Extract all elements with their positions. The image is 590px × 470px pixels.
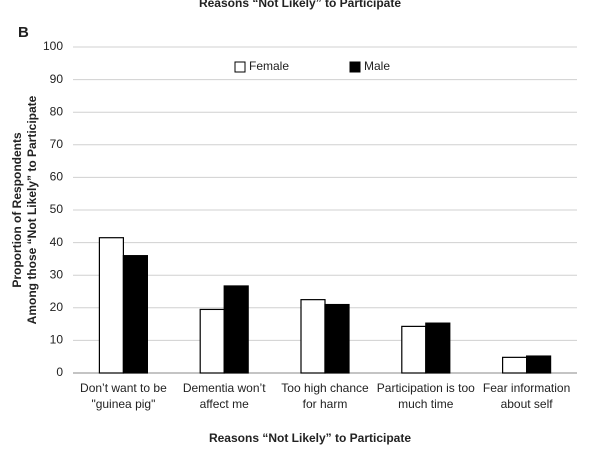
bar	[199, 308, 225, 374]
y-tick-label: 40	[50, 235, 64, 249]
y-tick-label: 90	[50, 72, 64, 86]
x-tick-label: much time	[398, 397, 454, 411]
bar	[502, 356, 528, 374]
legend-swatch	[349, 61, 361, 73]
y-tick-label: 70	[50, 137, 64, 151]
x-tick-label: Dementia won’t	[183, 381, 266, 395]
x-tick-label: Participation is too	[377, 381, 475, 395]
panel-label: B	[18, 24, 29, 41]
x-tick-label: for harm	[303, 397, 348, 411]
bar	[525, 355, 552, 374]
y-tick-label: 20	[50, 300, 64, 314]
x-tick-label: Don’t want to be	[80, 381, 167, 395]
x-tick-label: about self	[501, 397, 554, 411]
bar	[122, 255, 149, 374]
y-label-line: Proportion of Respondents	[10, 132, 24, 288]
bar	[401, 325, 427, 374]
bar	[324, 303, 350, 374]
bar	[223, 285, 249, 374]
legend-label: Male	[364, 59, 390, 73]
x-tick-label: Fear information	[483, 381, 570, 395]
x-axis-label: Reasons “Not Likely” to Participate	[209, 431, 411, 445]
bar	[98, 237, 125, 374]
bar	[300, 299, 326, 374]
x-tick-label: "guinea pig"	[91, 397, 155, 411]
y-tick-label: 0	[56, 365, 63, 379]
legend-swatch	[234, 61, 246, 73]
y-tick-label: 30	[50, 267, 64, 281]
x-tick-label: affect me	[200, 397, 249, 411]
y-tick-label: 50	[50, 202, 64, 216]
y-tick-label: 100	[43, 39, 63, 53]
y-tick-label: 80	[50, 104, 64, 118]
bar	[425, 322, 451, 374]
y-tick-label: 60	[50, 170, 64, 184]
chart-title: Reasons “Not Likely” to Participate	[199, 0, 401, 10]
legend-label: Female	[249, 59, 289, 73]
y-axis-label: Proportion of Respondents Among those “N…	[10, 95, 39, 324]
y-tick-label: 10	[50, 333, 64, 347]
y-label-line: Among those “Not Likely” to Participate	[25, 95, 39, 324]
x-tick-label: Too high chance	[281, 381, 369, 395]
